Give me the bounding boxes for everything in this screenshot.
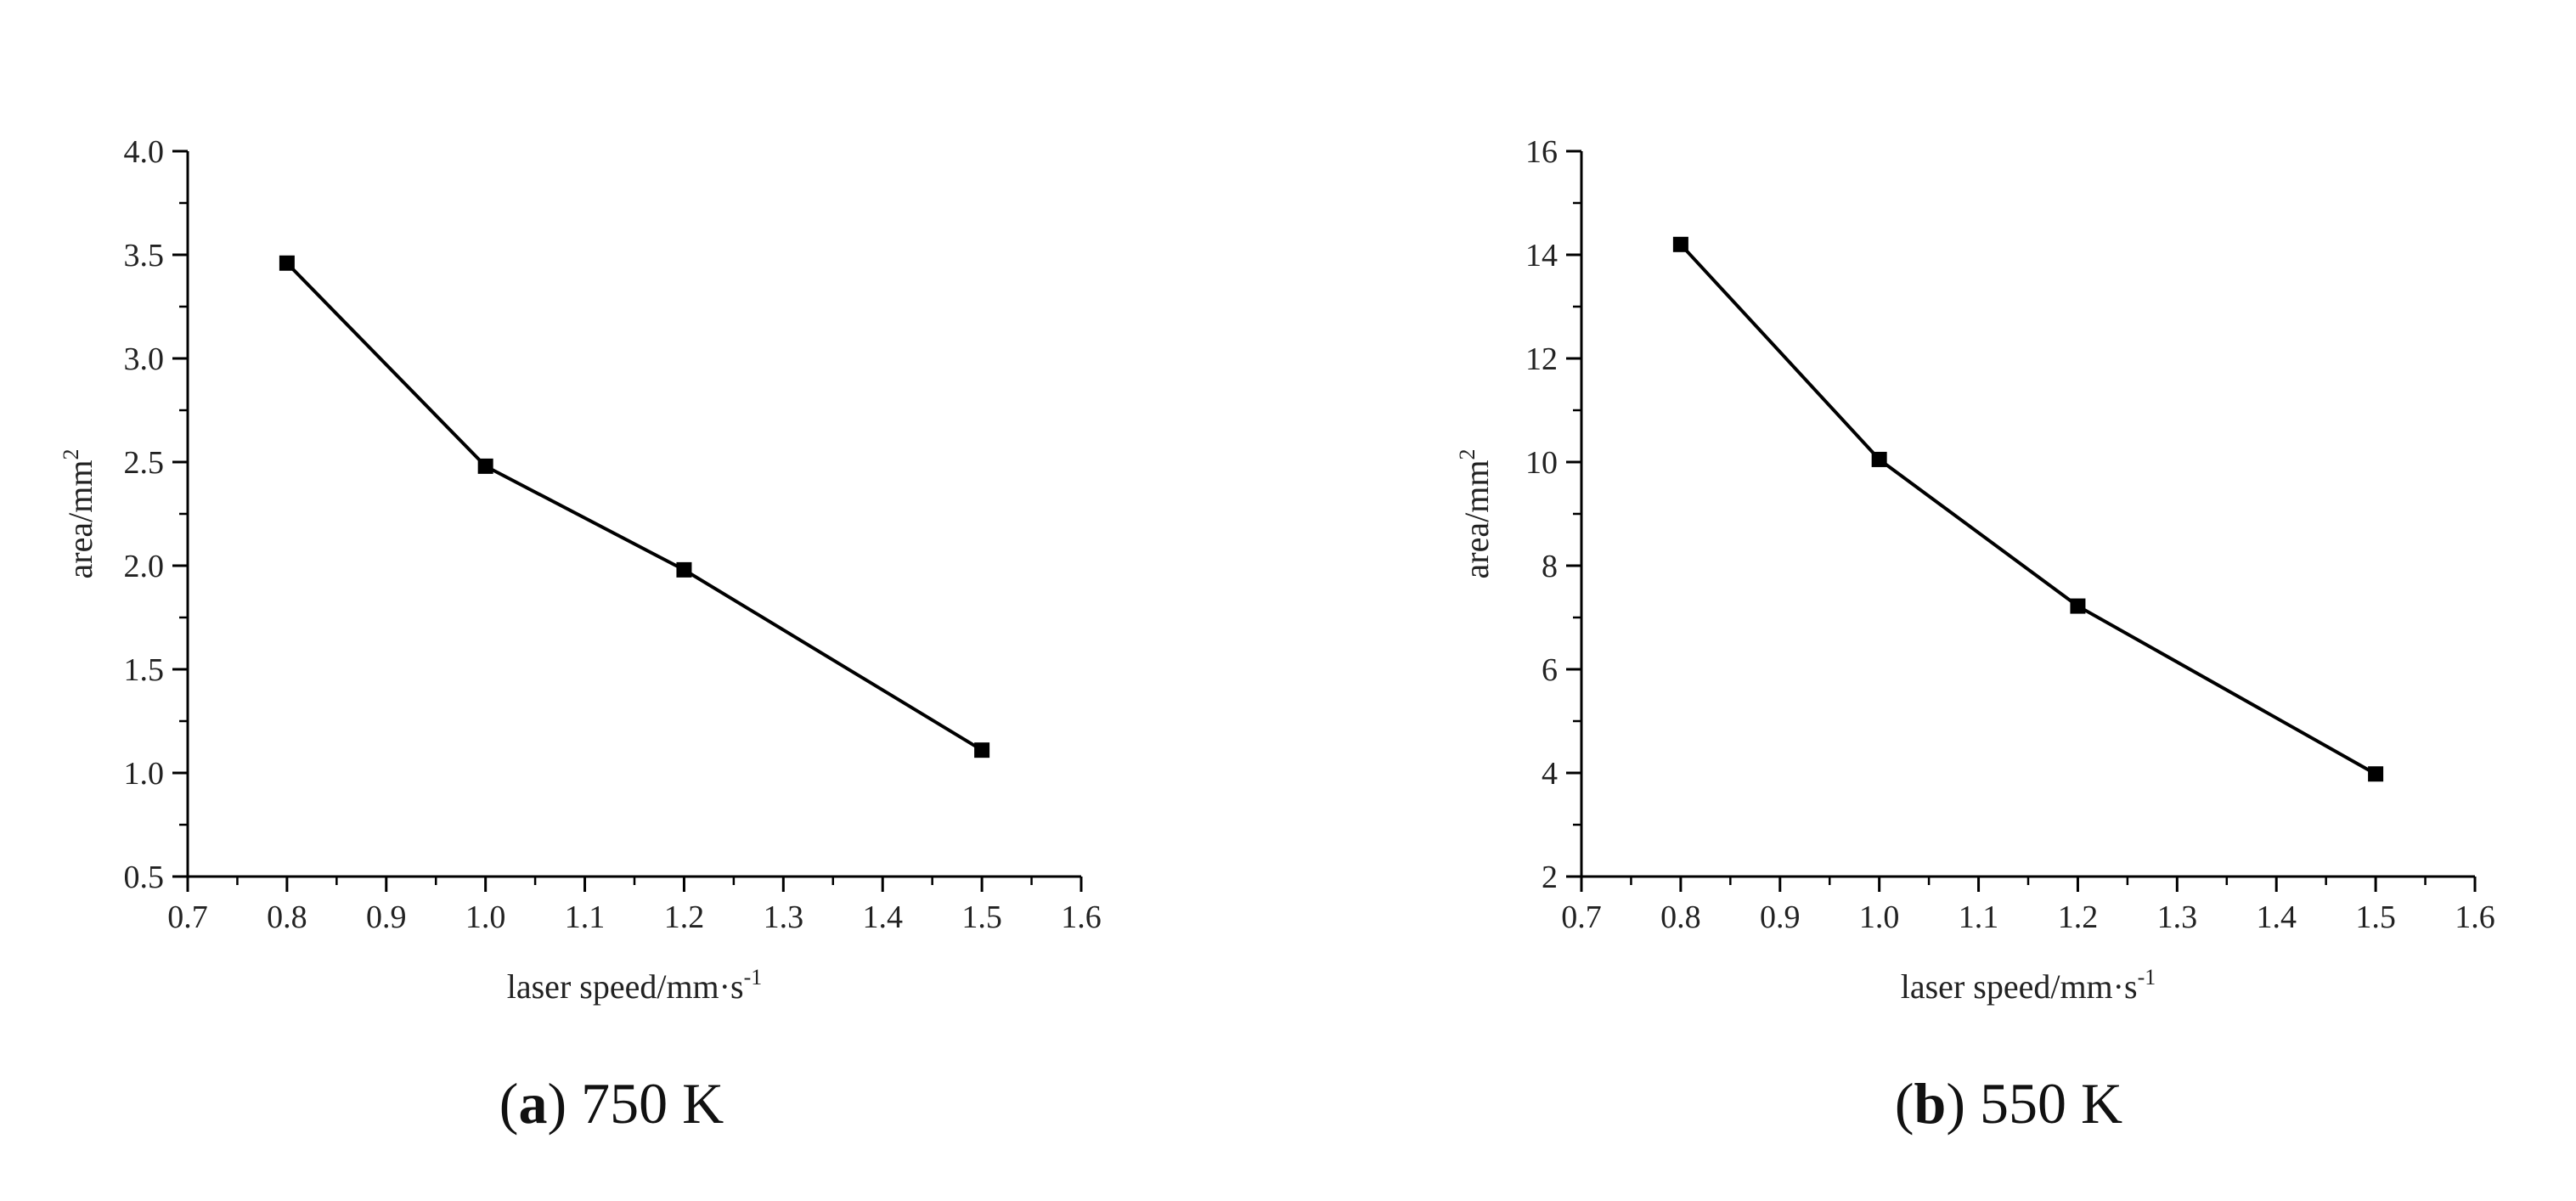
x-tick-label: 0.9 <box>366 899 407 935</box>
y-tick-label: 3.5 <box>124 238 165 273</box>
y-tick-label: 6 <box>1542 652 1558 688</box>
y-tick-label: 2 <box>1542 860 1558 895</box>
data-point <box>1672 236 1688 252</box>
x-tick-label: 1.5 <box>2355 899 2396 935</box>
x-tick-label: 1.4 <box>2256 899 2297 935</box>
data-point <box>477 458 493 474</box>
panel-caption-b: (b) 550 K <box>1895 1071 2122 1136</box>
y-tick-label: 3.0 <box>124 341 165 377</box>
y-tick-label: 8 <box>1542 549 1558 584</box>
y-axis-label-a: area/mm2 <box>59 449 99 579</box>
y-tick-label: 16 <box>1525 134 1558 170</box>
x-tick-label: 0.8 <box>1660 899 1701 935</box>
plot-area-b: 0.7 0.8 0.9 1.0 1.1 1.2 1.3 1.4 1.5 1.6 2 4 6 8 10 12 14… <box>1525 134 2495 935</box>
y-tick-label: 4.0 <box>124 134 165 170</box>
y-tick-label: 14 <box>1525 238 1558 273</box>
y-tick-label: 2.5 <box>124 445 165 481</box>
x-tick-label: 0.7 <box>167 899 208 935</box>
x-tick-label: 1.2 <box>664 899 705 935</box>
x-tick-label: 1.6 <box>2455 899 2495 935</box>
x-tick-label: 1.6 <box>1061 899 1102 935</box>
x-tick-label: 1.2 <box>2058 899 2099 935</box>
panel-caption-a: (a) 750 K <box>499 1071 724 1136</box>
y-tick-label: 12 <box>1525 341 1558 377</box>
x-tick-label: 1.5 <box>961 899 1002 935</box>
y-tick-label: 2.0 <box>124 549 165 584</box>
x-tick-label: 0.8 <box>267 899 307 935</box>
y-axis-label-b: area/mm2 <box>1455 449 1496 579</box>
y-tick-label: 0.5 <box>124 860 165 895</box>
data-point <box>2368 766 2384 782</box>
chart-panel-b: 0.7 0.8 0.9 1.0 1.1 1.2 1.3 1.4 1.5 1.6 2 4 6 8 10 12 14… <box>1455 134 2495 1136</box>
data-point <box>974 742 990 758</box>
data-point <box>279 255 295 271</box>
series-line <box>285 262 984 752</box>
x-axis-label-a: laser speed/mm·s-1 <box>507 965 762 1006</box>
data-point <box>1871 451 1887 467</box>
y-tick-label: 10 <box>1525 445 1558 481</box>
x-tick-label: 1.1 <box>565 899 606 935</box>
x-tick-label: 1.0 <box>465 899 506 935</box>
x-tick-label: 1.1 <box>1959 899 1999 935</box>
x-axis-label-b: laser speed/mm·s-1 <box>1901 965 2156 1006</box>
series-a <box>279 255 990 758</box>
x-tick-label: 1.3 <box>764 899 804 935</box>
x-tick-label: 1.0 <box>1859 899 1900 935</box>
x-tick-label: 0.9 <box>1760 899 1801 935</box>
plot-area-a: 0.7 0.8 0.9 1.0 1.1 1.2 1.3 1.4 1.5 1.6 0.5 1.0 1.5 2… <box>124 134 1102 935</box>
y-tick-label: 4 <box>1542 756 1558 792</box>
y-tick-label: 1.0 <box>124 756 165 792</box>
data-point <box>2070 598 2086 614</box>
x-tick-label: 1.4 <box>862 899 903 935</box>
x-tick-label: 1.3 <box>2157 899 2198 935</box>
data-point <box>676 561 692 578</box>
x-tick-label: 0.7 <box>1561 899 1602 935</box>
chart-panel-a: 0.7 0.8 0.9 1.0 1.1 1.2 1.3 1.4 1.5 1.6 0.5 1.0 1.5 2… <box>59 134 1102 1136</box>
y-tick-label: 1.5 <box>124 652 165 688</box>
series-b <box>1672 236 2384 782</box>
series-line <box>1679 243 2377 775</box>
